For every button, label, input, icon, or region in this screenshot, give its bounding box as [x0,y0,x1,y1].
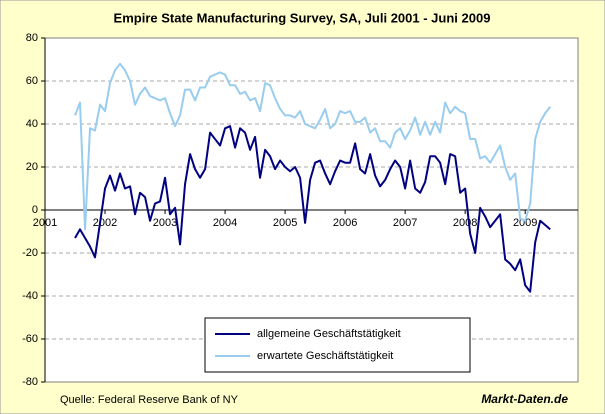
series-line [74,62,551,231]
x-tick-label: 2005 [273,217,297,229]
y-tick-label: -20 [22,247,38,259]
x-tick-label: 2007 [393,217,417,229]
x-tick-label: 2001 [33,217,57,229]
x-tick-label: 2002 [93,217,117,229]
x-tick-label: 2003 [153,217,177,229]
legend-label: erwartete Geschäftstätigkeit [257,350,393,362]
chart-title: Empire State Manufacturing Survey, SA, J… [114,10,491,25]
y-tick-label: -80 [22,376,38,388]
x-tick-label: 2004 [213,217,237,229]
y-tick-label: 0 [32,204,38,216]
source: Quelle: Federal Reserve Bank of NY [60,394,239,406]
legend-box [204,317,471,373]
legend-label: allgemeine Geschäftstätigkeit [257,328,401,340]
y-tick-label: 80 [26,32,38,44]
brand: Markt-Daten.de [481,392,568,406]
y-tick-label: -40 [22,290,38,302]
series-line [74,125,551,293]
y-tick-label: 60 [26,75,38,87]
y-tick-label: 20 [26,161,38,173]
x-tick-label: 2008 [453,217,477,229]
x-tick-label: 2006 [333,217,357,229]
y-tick-label: -60 [22,333,38,345]
y-tick-label: 40 [26,118,38,130]
x-tick-label: 2009 [513,217,537,229]
